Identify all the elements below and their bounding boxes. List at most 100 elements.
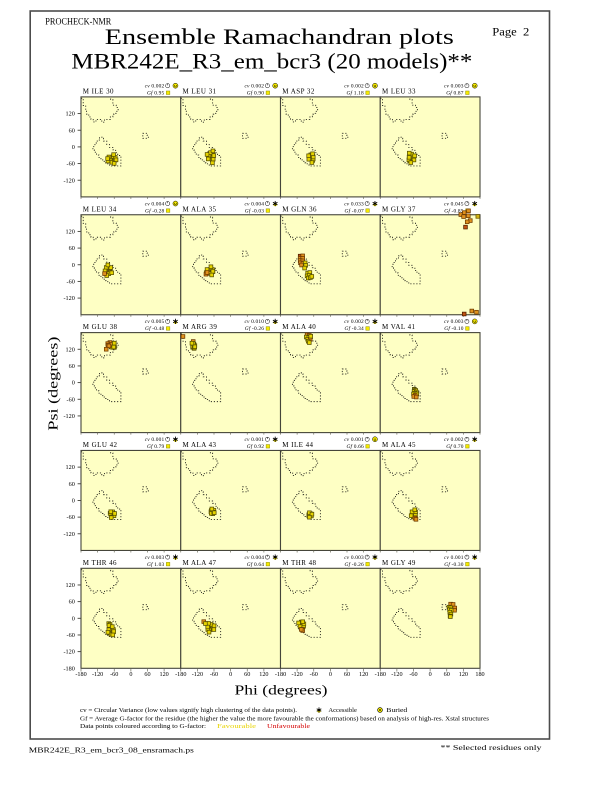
svg-text:M LEU 31: M LEU 31: [183, 88, 217, 96]
svg-text:Gf 0.92: Gf 0.92: [247, 443, 265, 450]
svg-text:M GLU 38: M GLU 38: [83, 323, 118, 331]
svg-text:M ILE 30: M ILE 30: [83, 88, 114, 96]
svg-text:-120: -120: [63, 531, 74, 538]
svg-text:M GLY 37: M GLY 37: [382, 205, 416, 213]
svg-text:** Selected residues only: ** Selected residues only: [441, 743, 542, 752]
svg-text:cv 0.002: cv 0.002: [145, 84, 165, 90]
svg-text:60: 60: [69, 245, 75, 252]
svg-text:-120: -120: [92, 671, 103, 678]
svg-text:-180: -180: [63, 665, 74, 672]
svg-text:-120: -120: [63, 649, 74, 656]
svg-text:cv 0.002: cv 0.002: [344, 319, 364, 325]
svg-text:Gf -0.48: Gf -0.48: [145, 325, 165, 332]
svg-text:Gf = Average G-factor for the: Gf = Average G-factor for the residue (t…: [80, 715, 490, 722]
svg-text:0: 0: [72, 380, 75, 387]
svg-text:cv 0.001: cv 0.001: [145, 437, 165, 443]
svg-text:cv 0.033: cv 0.033: [344, 201, 364, 207]
svg-text:Gf 0.95: Gf 0.95: [147, 90, 165, 97]
svg-text:120: 120: [159, 671, 168, 678]
svg-text:M GLN 36: M GLN 36: [282, 205, 317, 213]
svg-text:cv 0.003: cv 0.003: [444, 319, 464, 325]
svg-text:-120: -120: [391, 671, 402, 678]
svg-text:Gf -0.28: Gf -0.28: [145, 207, 165, 214]
svg-text:-120: -120: [192, 671, 203, 678]
svg-text:M VAL 41: M VAL 41: [382, 323, 415, 331]
svg-text:60: 60: [244, 671, 250, 678]
svg-text:-120: -120: [63, 295, 74, 302]
svg-text:-180: -180: [275, 671, 286, 678]
svg-text:M ALA 35: M ALA 35: [183, 205, 217, 213]
svg-text:120: 120: [66, 464, 75, 471]
svg-text:M LEU 33: M LEU 33: [382, 88, 416, 96]
svg-text:Favourable: Favourable: [217, 723, 256, 730]
svg-text:Gf -0.30: Gf -0.30: [444, 561, 464, 568]
svg-text:Gf -0.26: Gf -0.26: [345, 561, 365, 568]
svg-text:Buried: Buried: [386, 707, 408, 714]
svg-text:-60: -60: [409, 671, 417, 678]
svg-text:M ALA 45: M ALA 45: [382, 441, 416, 449]
svg-text:60: 60: [444, 671, 450, 678]
svg-text:Gf -0.85: Gf -0.85: [444, 207, 464, 214]
svg-text:Ensemble Ramachandran plots: Ensemble Ramachandran plots: [105, 24, 454, 49]
svg-text:Gf -0.34: Gf -0.34: [345, 325, 365, 332]
svg-text:-120: -120: [291, 671, 302, 678]
svg-text:Gf 0.90: Gf 0.90: [247, 90, 265, 97]
svg-text:cv 0.045: cv 0.045: [444, 201, 464, 207]
svg-text:180: 180: [475, 671, 484, 678]
svg-text:M THR 46: M THR 46: [83, 559, 117, 567]
svg-text:Data points coloured according: Data points coloured according to G-fact…: [80, 723, 206, 730]
svg-text:120: 120: [66, 346, 75, 353]
svg-text:-60: -60: [67, 161, 75, 168]
svg-text:cv 0.002: cv 0.002: [244, 84, 264, 90]
svg-text:-60: -60: [210, 671, 218, 678]
svg-text:Psi (degrees): Psi (degrees): [46, 337, 61, 431]
svg-text:cv 0.005: cv 0.005: [145, 319, 165, 325]
svg-text:60: 60: [69, 599, 75, 606]
svg-text:-60: -60: [310, 671, 318, 678]
svg-text:120: 120: [66, 229, 75, 236]
svg-text:-60: -60: [67, 514, 75, 521]
svg-text:cv 0.001: cv 0.001: [344, 437, 364, 443]
svg-text:M ALA 40: M ALA 40: [282, 323, 316, 331]
svg-text:MBR242E_R3_em_bcr3 (20 models): MBR242E_R3_em_bcr3 (20 models)**: [71, 48, 472, 73]
svg-text:M THR 48: M THR 48: [282, 559, 316, 567]
svg-text:M ILE 44: M ILE 44: [282, 441, 313, 449]
svg-text:Gf 0.70: Gf 0.70: [446, 443, 464, 450]
svg-text:Gf 0.79: Gf 0.79: [147, 443, 165, 450]
svg-text:Unfavourable: Unfavourable: [267, 723, 310, 730]
svg-text:cv 0.004: cv 0.004: [244, 555, 264, 561]
svg-text:-180: -180: [375, 671, 386, 678]
svg-text:cv 0.003: cv 0.003: [444, 84, 464, 90]
svg-text:M LEU 34: M LEU 34: [83, 205, 117, 213]
svg-text:Gf 1.18: Gf 1.18: [346, 90, 364, 97]
svg-text:cv 0.001: cv 0.001: [444, 555, 464, 561]
svg-text:120: 120: [359, 671, 368, 678]
svg-text:-120: -120: [63, 413, 74, 420]
svg-text:MBR242E_R3_em_bcr3_08_ensramac: MBR242E_R3_em_bcr3_08_ensramach.ps: [29, 745, 194, 754]
svg-text:M ARG 39: M ARG 39: [183, 323, 218, 331]
svg-text:cv = Circular Variance (low va: cv = Circular Variance (low values signi…: [80, 707, 298, 714]
svg-text:Gf 0.87: Gf 0.87: [446, 90, 464, 97]
svg-text:-60: -60: [67, 279, 75, 286]
svg-text:0: 0: [72, 144, 75, 151]
svg-text:0: 0: [229, 671, 232, 678]
svg-text:M ASP 32: M ASP 32: [282, 88, 315, 96]
svg-text:cv 0.002: cv 0.002: [344, 84, 364, 90]
svg-text:120: 120: [459, 671, 468, 678]
svg-text:cv 0.002: cv 0.002: [444, 437, 464, 443]
svg-text:cv 0.004: cv 0.004: [145, 201, 165, 207]
svg-text:-60: -60: [110, 671, 118, 678]
svg-text:60: 60: [69, 363, 75, 370]
svg-text:0: 0: [129, 671, 132, 678]
svg-text:cv 0.003: cv 0.003: [145, 555, 165, 561]
svg-text:60: 60: [344, 671, 350, 678]
svg-text:0: 0: [72, 498, 75, 505]
svg-text:60: 60: [69, 127, 75, 134]
svg-text:-120: -120: [63, 177, 74, 184]
svg-text:120: 120: [66, 582, 75, 589]
svg-text:0: 0: [429, 671, 432, 678]
svg-text:cv 0.003: cv 0.003: [344, 555, 364, 561]
svg-text:Gf 0.64: Gf 0.64: [247, 561, 265, 568]
svg-text:60: 60: [69, 481, 75, 488]
svg-text:Gf 1.03: Gf 1.03: [147, 561, 165, 568]
